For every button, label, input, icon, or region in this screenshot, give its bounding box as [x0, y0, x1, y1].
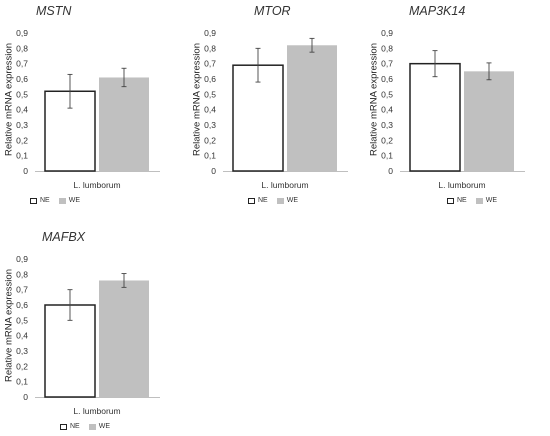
y-tick-label: 0,5 [16, 315, 28, 325]
y-tick-label: 0,4 [16, 331, 28, 341]
bar-we [464, 71, 514, 171]
y-tick-label: 0,6 [16, 74, 28, 84]
y-tick-label: 0,3 [16, 346, 28, 356]
bar-ne [232, 64, 284, 172]
y-tick-label: 0,5 [16, 89, 28, 99]
y-tick-label: 0,7 [16, 59, 28, 69]
legend-label-ne: NE [40, 197, 50, 204]
y-tick-label: 0,1 [16, 151, 28, 161]
y-tick-label: 0,5 [204, 89, 216, 99]
y-tick-label: 0,6 [16, 300, 28, 310]
legend-label-we: WE [68, 197, 81, 204]
legend-swatch-ne [60, 423, 67, 430]
y-tick-label: 0,9 [381, 28, 393, 38]
y-tick-label: 0,4 [16, 105, 28, 115]
chart-panel-map3k14: MAP3K14 Relative mRNA expression 0 0,1 0,2… [365, 0, 545, 210]
y-tick-label: 0,9 [204, 28, 216, 38]
y-tick-label: 0,2 [16, 135, 28, 145]
legend-label-we: WE [286, 197, 299, 204]
y-tick-label: 0,2 [16, 361, 28, 371]
y-tick-label: 0,2 [381, 135, 393, 145]
y-tick-label: 0,8 [16, 269, 28, 279]
bar-chart: 0 0,1 0,2 0,3 0,4 0,5 0,6 0,7 0,8 0,9 L. lumborum [16, 254, 160, 416]
x-category-label: L. lumborum [73, 180, 120, 190]
chart-panel-mtor: MTOR Relative mRNA expression 0 0,1 0,2 0,3… [188, 0, 368, 210]
legend-swatch-we [276, 197, 284, 204]
y-tick-label: 0,1 [16, 377, 28, 387]
y-tick-label: 0,9 [16, 254, 28, 264]
bar-chart: 0 0,1 0,2 0,3 0,4 0,5 0,6 0,7 0,8 0,9 L. lumborum [381, 28, 525, 190]
chart-panel-mstn: MSTN Relative mRNA expression 0 0,1 0,2 0,3… [0, 0, 180, 210]
bar-chart: 0 0,1 0,2 0,3 0,4 0,5 0,6 0,7 0,8 0,9 L. lumborum [204, 28, 348, 190]
legend: NE WE [60, 423, 110, 430]
legend-label-ne: NE [70, 423, 80, 430]
y-tick-label: 0,7 [16, 285, 28, 295]
legend-swatch-ne [30, 197, 37, 204]
y-tick-label: 0,3 [381, 120, 393, 130]
y-tick-label: 0,5 [381, 89, 393, 99]
bar-we [99, 77, 149, 171]
y-tick-label: 0,3 [204, 120, 216, 130]
y-tick-label: 0,6 [204, 74, 216, 84]
y-tick-label: 0,8 [204, 43, 216, 53]
legend: NE WE [447, 197, 497, 204]
legend-label-ne: NE [258, 197, 268, 204]
x-category-label: L. lumborum [261, 180, 308, 190]
x-category-label: L. lumborum [438, 180, 485, 190]
legend-swatch-ne [447, 197, 454, 204]
y-tick-label: 0,8 [381, 43, 393, 53]
y-tick-label: 0,1 [204, 151, 216, 161]
bar-ne [44, 304, 96, 398]
bar-ne [409, 62, 461, 172]
y-tick-label: 0,4 [204, 105, 216, 115]
chart-title: MTOR [254, 4, 291, 18]
chart-title: MAFBX [42, 230, 86, 244]
bar-we [287, 45, 337, 172]
legend-label-we: WE [485, 197, 498, 204]
legend: NE WE [248, 197, 298, 204]
bar-chart: 0 0,1 0,2 0,3 0,4 0,5 0,6 0,7 0,8 0,9 L. lumborum [16, 28, 160, 190]
chart-title: MAP3K14 [409, 4, 466, 18]
legend-swatch-we [58, 197, 66, 204]
y-tick-label: 0,4 [381, 105, 393, 115]
y-tick-label: 0 [23, 392, 28, 402]
y-tick-label: 0,3 [16, 120, 28, 130]
legend-swatch-we [88, 423, 96, 430]
legend-swatch-ne [248, 197, 255, 204]
x-category-label: L. lumborum [73, 406, 120, 416]
y-tick-label: 0 [23, 166, 28, 176]
y-tick-label: 0,8 [16, 43, 28, 53]
legend-swatch-we [475, 197, 483, 204]
y-tick-label: 0 [388, 166, 393, 176]
chart-title: MSTN [36, 4, 72, 18]
legend-label-ne: NE [457, 197, 467, 204]
y-tick-label: 0,1 [381, 151, 393, 161]
bar-we [99, 280, 149, 397]
legend: NE WE [30, 197, 80, 204]
y-tick-label: 0,7 [204, 59, 216, 69]
legend-label-we: WE [98, 423, 111, 430]
y-tick-label: 0,2 [204, 135, 216, 145]
chart-panel-mafbx: MAFBX Relative mRNA expression 0 0,1 0,2 0,… [0, 226, 180, 436]
y-tick-label: 0,6 [381, 74, 393, 84]
y-tick-label: 0,9 [16, 28, 28, 38]
y-tick-label: 0,7 [381, 59, 393, 69]
y-tick-label: 0 [211, 166, 216, 176]
